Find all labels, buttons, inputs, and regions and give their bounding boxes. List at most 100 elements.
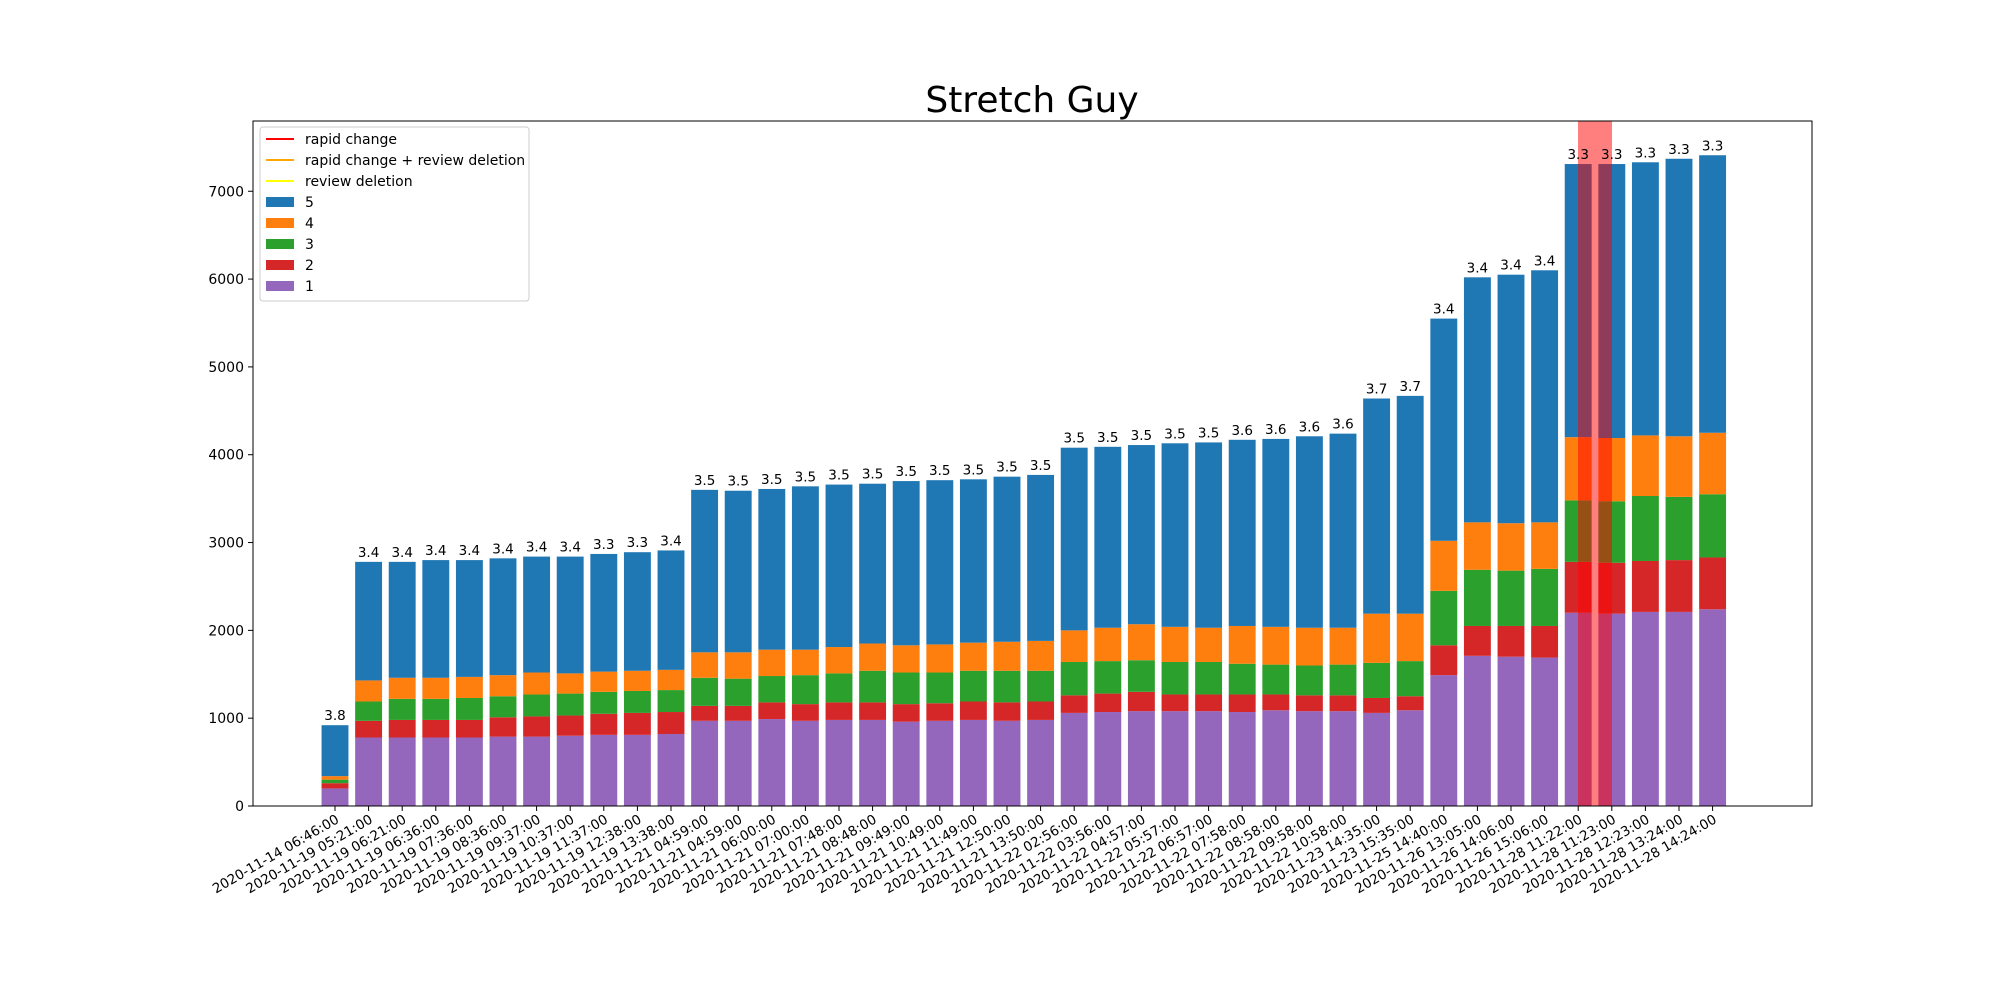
average-rating-label: 3.5 — [1164, 426, 1185, 442]
bar-segment-1 — [993, 720, 1021, 806]
bar-segment-2 — [1094, 693, 1122, 713]
average-rating-label: 3.3 — [593, 537, 614, 553]
bar-segment-2 — [523, 716, 551, 737]
bar-segment-3 — [825, 673, 853, 703]
average-rating-label: 3.3 — [1567, 147, 1588, 163]
bar-segment-3 — [724, 678, 752, 706]
bar-segment-5 — [1699, 155, 1727, 433]
bar-segment-4 — [422, 677, 450, 699]
bar-segment-4 — [1262, 626, 1290, 665]
bar-segment-3 — [355, 701, 383, 721]
bar-segment-4 — [1631, 435, 1659, 496]
bar-segment-4 — [1127, 624, 1155, 661]
bar-segment-3 — [1094, 661, 1122, 694]
legend-entry-label: rapid change — [305, 132, 397, 148]
bar-segment-5 — [825, 484, 853, 648]
bar-segment-3 — [523, 694, 551, 717]
bar-segment-1 — [691, 720, 719, 806]
legend-patch-marker — [266, 281, 294, 291]
bar-segment-3 — [959, 670, 987, 702]
bar-segment-1 — [1363, 712, 1391, 806]
bar-segment-2 — [1329, 695, 1357, 712]
average-rating-label: 3.5 — [895, 464, 916, 480]
bar-segment-3 — [791, 675, 819, 705]
average-rating-label: 3.6 — [1299, 419, 1320, 435]
bar-segment-5 — [489, 558, 517, 676]
bar-segment-3 — [1195, 661, 1223, 695]
average-rating-label: 3.4 — [391, 545, 412, 561]
bar-segment-1 — [1665, 611, 1693, 806]
bar-segment-5 — [758, 488, 786, 650]
average-rating-label: 3.4 — [358, 545, 379, 561]
bar-segment-4 — [1094, 627, 1122, 662]
bar-segment-5 — [1094, 446, 1122, 628]
bar-segment-1 — [959, 719, 987, 806]
bar-segment-5 — [1060, 447, 1088, 631]
bar-segment-4 — [1295, 627, 1323, 666]
bar-segment-4 — [1161, 626, 1189, 662]
bar-segment-1 — [1631, 611, 1659, 806]
bar-segment-5 — [1127, 445, 1155, 625]
bar-segment-1 — [1430, 675, 1458, 806]
bar-segment-2 — [724, 705, 752, 721]
highlight-layer — [1578, 121, 1612, 806]
bar-segment-4 — [1430, 540, 1458, 591]
average-rating-label: 3.4 — [492, 541, 513, 557]
y-tick-label: 0 — [235, 799, 244, 815]
bar-segment-4 — [355, 680, 383, 702]
y-tick-label: 5000 — [208, 360, 244, 376]
bar-segment-5 — [657, 550, 685, 670]
bar-segment-4 — [825, 647, 853, 674]
average-rating-label: 3.5 — [963, 462, 984, 478]
chart-title: Stretch Guy — [925, 80, 1138, 121]
bar-segment-5 — [1329, 433, 1357, 628]
rapid-change-highlight — [1578, 121, 1612, 806]
bar-segment-3 — [1631, 495, 1659, 561]
y-tick-label: 7000 — [208, 184, 244, 200]
bar-segment-1 — [1699, 609, 1727, 806]
average-rating-label: 3.3 — [1668, 142, 1689, 158]
bar-segment-1 — [1531, 657, 1559, 806]
average-rating-label: 3.3 — [1635, 145, 1656, 161]
bar-segment-2 — [388, 719, 416, 738]
bar-segment-2 — [959, 701, 987, 720]
bar-segment-5 — [1631, 162, 1659, 436]
bar-segment-2 — [691, 705, 719, 721]
average-rating-label: 3.5 — [996, 460, 1017, 476]
average-rating-label: 3.4 — [425, 543, 446, 559]
bar-segment-2 — [926, 703, 954, 721]
bar-segment-5 — [1363, 398, 1391, 614]
bar-segment-3 — [657, 690, 685, 713]
bar-segment-4 — [489, 675, 517, 697]
bar-segment-4 — [791, 649, 819, 676]
bar-segment-4 — [1060, 630, 1088, 662]
bar-segment-3 — [1396, 661, 1424, 697]
average-rating-label: 3.4 — [559, 540, 580, 556]
y-tick-label: 3000 — [208, 536, 244, 552]
average-rating-label: 3.6 — [1231, 423, 1252, 439]
bar-segment-2 — [556, 715, 584, 736]
bar-segment-5 — [422, 560, 450, 678]
bar-segment-3 — [859, 670, 887, 703]
axes-layer: 010002000300040005000600070002020-11-14 … — [208, 120, 1813, 897]
bar-segment-1 — [1228, 712, 1256, 806]
bar-segment-1 — [1497, 656, 1525, 806]
bar-segment-1 — [657, 733, 685, 806]
legend-patch-marker — [266, 239, 294, 249]
average-rating-label: 3.5 — [828, 468, 849, 484]
bar-segment-4 — [758, 649, 786, 677]
bar-segment-4 — [993, 641, 1021, 671]
bar-segment-5 — [623, 552, 651, 671]
bar-segment-2 — [489, 717, 517, 737]
bar-segment-4 — [590, 671, 618, 692]
bar-segment-5 — [1665, 158, 1693, 437]
bar-segment-3 — [489, 696, 517, 718]
bar-segment-4 — [1396, 613, 1424, 662]
bar-segment-2 — [1027, 701, 1055, 720]
average-rating-label: 3.5 — [929, 463, 950, 479]
bar-segment-2 — [859, 702, 887, 720]
bar-segment-1 — [1463, 655, 1491, 806]
bar-segment-2 — [422, 719, 450, 738]
